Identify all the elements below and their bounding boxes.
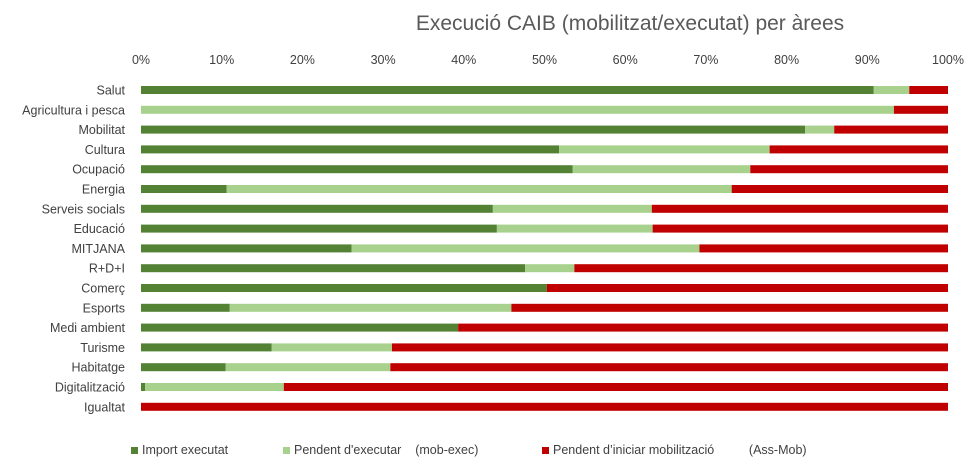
bar-segment-series-3 [652,224,948,233]
category-label: Ocupació [72,163,125,177]
x-tick-label: 40% [451,53,476,67]
bar-segment-series-2 [572,165,751,174]
legend-label: Pendent d'executar (mob-exec) [294,443,478,457]
category-label: R+D+I [89,262,125,276]
bar-segment-series-2 [496,224,653,233]
bar-segment-series-3 [750,165,948,174]
bar-segment-series-2 [226,185,732,193]
legend: Import executat Pendent d'executar (mob-e… [131,443,807,457]
category-label: Mobilitat [78,123,125,137]
legend-swatch [542,447,549,454]
category-label: Igualtat [84,400,126,414]
category-label: Turisme [80,341,125,355]
bar-segment-series-3 [458,323,948,332]
bar-segment-series-1 [141,224,497,233]
bar-segment-series-3 [731,185,948,193]
bar-segment-series-3 [511,303,948,312]
bar-segment-series-1 [141,323,459,332]
bar-segment-series-2 [351,244,700,253]
bar-segment-series-3 [283,383,948,391]
bar-segment-series-2 [229,303,512,312]
bar-segment-series-3 [893,105,948,114]
bar-segment-series-3 [834,125,948,134]
bar-segment-series-1 [141,363,226,372]
category-label: Agricultura i pesca [22,103,125,117]
bar-segment-series-1 [141,204,493,213]
bar-segment-series-3 [574,264,948,273]
bar-segment-series-3 [141,402,948,411]
bar-segment-series-2 [873,86,910,94]
bar-segment-series-1 [141,185,227,193]
bar-segment-series-1 [141,264,526,273]
bar-segment-series-3 [546,284,948,292]
category-labels: Salut Agricultura i pesca Mobilitat Cultura… [22,84,125,415]
bar-segment-series-2 [145,383,284,391]
x-tick-label: 100% [932,53,964,67]
legend-swatch [283,447,290,454]
bar-segment-series-2 [271,343,392,352]
x-tick-label: 10% [209,53,234,67]
category-label: Cultura [85,143,125,157]
x-tick-label: 0% [132,53,150,67]
bar-segment-series-3 [699,244,948,253]
category-label: Habitatge [71,361,125,375]
category-label: Digitalització [55,381,125,395]
x-tick-label: 30% [371,53,396,67]
chart-title: Execució CAIB (mobilitzat/executat) per … [416,12,844,35]
category-label: Educació [74,222,125,236]
bar-segment-series-3 [909,86,948,94]
legend-label: Import executat [142,443,229,457]
bar-segment-series-2 [141,105,894,114]
x-axis-ticks: 0% 10% 20% 30% 40% 50% 60% 70% 80% 90% 100% [132,53,964,67]
bar-segment-series-3 [769,145,948,154]
bar-segment-series-1 [141,244,352,253]
bar-segment-series-1 [141,125,806,134]
category-label: MITJANA [72,242,126,256]
category-label: Energia [82,183,125,197]
category-label: Esports [83,301,125,315]
x-tick-label: 50% [532,53,557,67]
bar-segment-series-1 [141,284,547,292]
legend-swatch [131,447,138,454]
x-tick-label: 80% [774,53,799,67]
bar-segment-series-1 [141,383,146,391]
bar-segment-series-3 [651,204,948,213]
bar-segment-series-1 [141,86,874,94]
category-label: Medi ambient [50,321,126,335]
bar-segment-series-1 [141,145,560,154]
category-label: Comerç [81,282,125,296]
category-label: Serveis socials [42,202,125,216]
x-tick-label: 90% [855,53,880,67]
bar-segment-series-1 [141,343,272,352]
bar-segment-series-2 [225,363,391,372]
bar-segment-series-2 [525,264,575,273]
x-tick-label: 60% [613,53,638,67]
bar-segment-series-1 [141,165,573,174]
bars [141,86,948,411]
bar-segment-series-2 [805,125,835,134]
bar-segment-series-1 [141,303,230,312]
bar-segment-series-2 [492,204,652,213]
x-tick-label: 70% [693,53,718,67]
legend-label: Pendent d’iniciar mobilització (Ass-Mob) [553,443,807,457]
bar-segment-series-3 [391,343,948,352]
bar-segment-series-2 [559,145,770,154]
bar-segment-series-3 [390,363,948,372]
category-label: Salut [97,84,126,98]
x-tick-label: 20% [290,53,315,67]
